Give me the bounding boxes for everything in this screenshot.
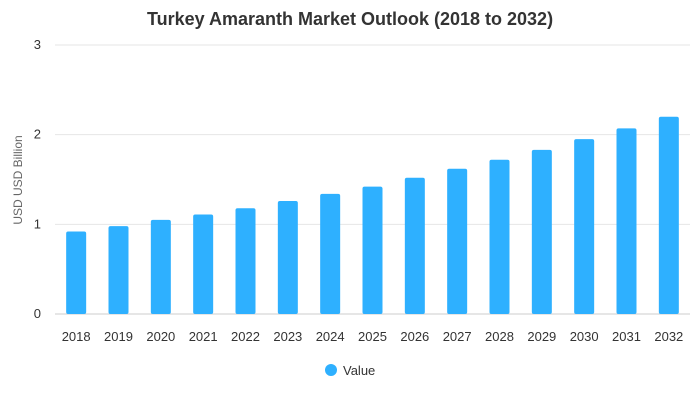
bar-2021[interactable] [193,214,214,314]
bar-2032[interactable] [658,116,679,314]
chart-title: Turkey Amaranth Market Outlook (2018 to … [147,9,553,29]
bar-2019[interactable] [108,226,129,314]
x-tick-label: 2030 [570,329,599,344]
legend-swatch [325,364,337,376]
x-tick-label: 2020 [146,329,175,344]
bar-2020[interactable] [150,219,171,314]
x-tick-label: 2026 [400,329,429,344]
bar-2022[interactable] [235,208,256,314]
legend[interactable]: Value [325,363,375,378]
bar-2024[interactable] [320,193,341,314]
bar-2031[interactable] [616,128,637,314]
bar-2023[interactable] [277,201,298,314]
x-tick-label: 2019 [104,329,133,344]
x-tick-label: 2023 [273,329,302,344]
y-tick-label: 1 [34,216,41,231]
legend-label: Value [343,363,375,378]
x-tick-label: 2024 [316,329,345,344]
y-tick-label: 2 [34,127,41,142]
x-tick-label: 2031 [612,329,641,344]
x-tick-label: 2022 [231,329,260,344]
bar-2029[interactable] [531,149,552,314]
y-axis-title: USD USD Billion [11,135,25,224]
y-axis-ticks: 0 1 2 3 [34,37,41,321]
x-axis-ticks: 2018 2019 2020 2021 2022 2023 2024 2025 2026 2027… [62,329,684,344]
x-tick-label: 2028 [485,329,514,344]
bar-2027[interactable] [447,168,468,314]
y-tick-label: 0 [34,306,41,321]
x-tick-label: 2021 [189,329,218,344]
bar-2028[interactable] [489,159,510,314]
bars [66,116,679,314]
bar-2025[interactable] [362,186,383,314]
bar-2030[interactable] [574,139,595,314]
x-tick-label: 2029 [527,329,556,344]
x-tick-label: 2025 [358,329,387,344]
x-tick-label: 2027 [443,329,472,344]
x-tick-label: 2032 [654,329,683,344]
bar-2018[interactable] [66,231,87,314]
x-tick-label: 2018 [62,329,91,344]
y-tick-label: 3 [34,37,41,52]
bar-2026[interactable] [404,177,425,314]
